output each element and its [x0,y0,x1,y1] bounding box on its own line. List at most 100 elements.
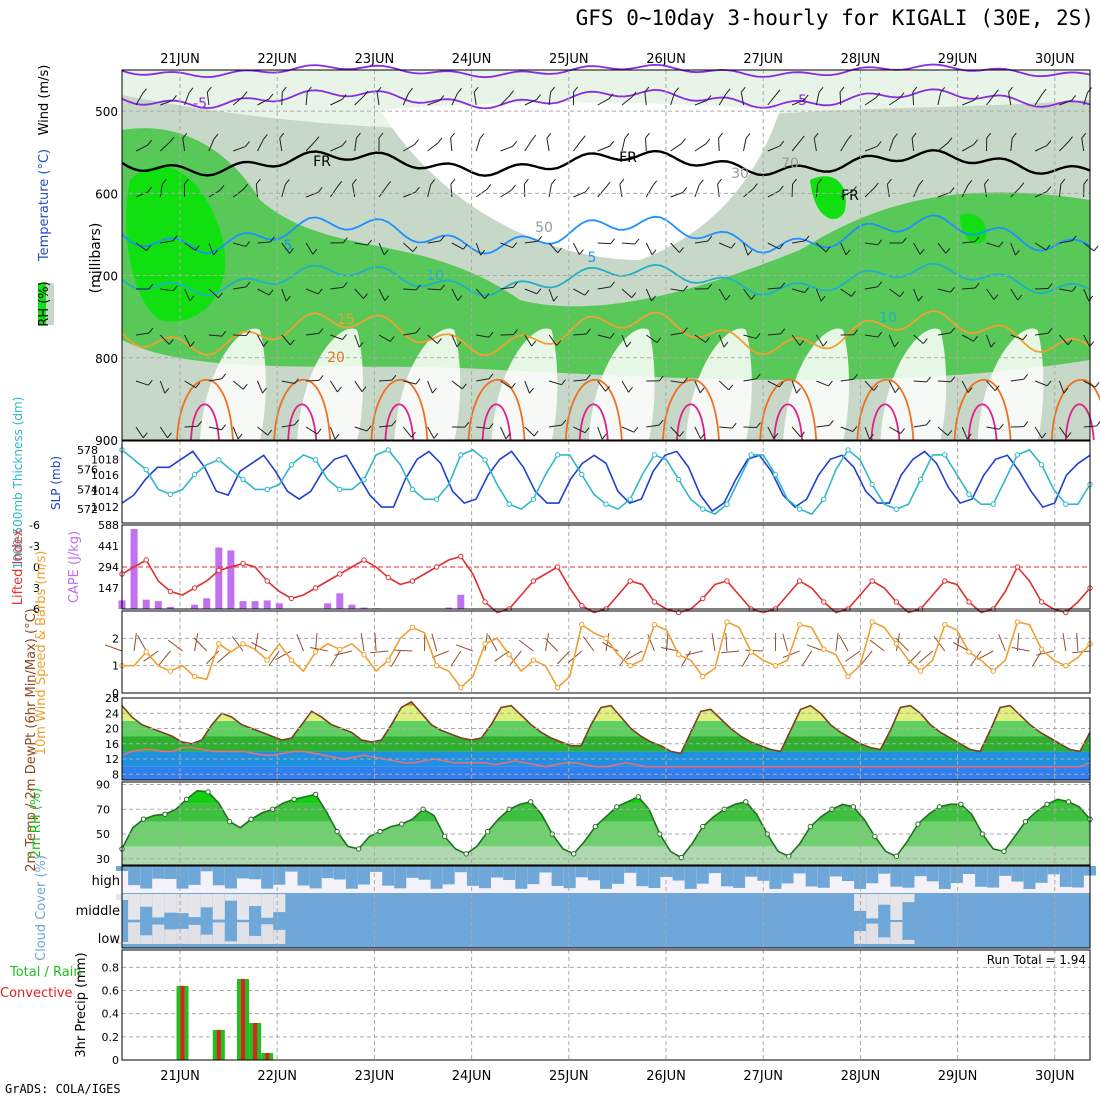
wind-barb [743,188,754,198]
cloud-high-bar [394,866,407,889]
wind-barb [628,386,633,393]
wind-barb [450,138,453,152]
wind-barb [645,185,654,198]
cloud-high-bar [684,866,697,889]
thickness-line-point [579,471,585,478]
wind10-speed-line-point [942,621,948,628]
wind-barb [1081,138,1085,152]
rh-line-point [958,801,964,807]
wind-barb [791,334,801,346]
wind-barb [973,139,978,146]
wind-barb [973,335,978,342]
x-tick-label-bottom: 29JUN [938,1069,978,1084]
wind-barb [609,332,615,339]
cloud-high-bar [345,866,358,889]
wind-barb [778,185,784,192]
lifted-index-line-point [288,595,295,602]
wind-barb [330,286,344,290]
wind-barb [1047,283,1053,289]
wind-barb [682,187,688,193]
thickness-line-point [288,462,295,468]
wind-barb [767,380,780,388]
cape-bar [360,607,368,609]
pressure-tick-label: 600 [95,187,118,201]
wind-barb [427,184,432,198]
wind-barb [255,184,258,198]
cloud-gap [249,894,262,907]
x-tick-label-bottom: 21JUN [160,1069,200,1084]
wind-barb [864,97,877,106]
wind-barb [354,95,365,106]
cape-tick-label: 588 [98,519,119,532]
wind-barb [245,330,251,336]
thickness-tick-label: 576 [77,464,98,477]
wind-barb [245,281,251,288]
wind-barb [993,294,999,300]
x-tick-label-top: 21JUN [160,52,200,67]
wind-barb [913,380,927,383]
wind-barb [645,242,653,255]
wind-barb [378,242,385,256]
cloud-gap [866,894,879,919]
wind-barb [743,426,757,429]
x-tick-label-top: 30JUN [1035,52,1075,67]
cloud-gap [224,894,237,901]
wind-barb [825,246,831,253]
surface-wind-barb [1016,633,1020,652]
rh-color-band [122,790,1090,804]
contour-label: FR [841,188,859,204]
wind-barb [670,288,684,292]
rh-dry-aloft [380,102,780,260]
wind-barb [550,86,555,93]
wind-barb [1046,186,1052,192]
wind-barb [172,285,178,292]
wind-barb [281,242,290,254]
wind-barb [1094,381,1100,388]
rh-line-point [592,823,598,830]
wind-barb [755,333,761,339]
wind-barb [1034,426,1043,439]
temp-line [121,700,1091,755]
wind-barb [601,433,607,440]
rh-line [121,789,1091,859]
wind-barb [889,426,901,434]
rh-color-band [122,846,1090,865]
temp-contour-10 [121,262,1091,297]
wind-barb [433,433,439,439]
wind-barb [717,184,720,198]
wind-barb [918,179,924,186]
wind-barb [820,295,826,302]
rh-line-point [205,789,211,795]
wind-barb [257,426,269,436]
rh-line-point [635,794,641,800]
contour-label: -5 [193,96,207,112]
wind-barb [773,433,779,439]
thickness-line-point [675,476,682,483]
precip-convective-bar [216,1029,221,1060]
wind-barb [159,380,166,394]
temp-contour-25 [481,403,512,441]
rh-line-point [850,804,857,810]
precip-tick-label: 0.4 [102,1008,120,1021]
wind-barb [427,380,433,394]
cloud-high-bar [261,866,274,889]
wind-barb [845,249,851,256]
wind-barb [694,143,707,152]
temp-contour-minus10 [121,63,1091,79]
thickness-line-point [240,476,246,483]
wind10-speed-line-point [796,621,803,628]
wind-barb [1071,235,1077,242]
lifted-index-line-point [651,599,658,605]
contour-label: 70 [781,156,799,172]
wind-barb [147,379,153,386]
slp-tick-label: 1018 [91,453,119,466]
wind-barb [548,92,552,106]
rh-line-point [807,823,814,830]
wind10-tick-label: 2 [112,632,119,645]
cloud-gap [140,935,153,944]
contour-label: 10 [879,310,897,326]
surface-wind-barb [1076,633,1079,652]
wind-barb [828,420,834,426]
cloud-high-bar [817,866,830,888]
wind-barb [1060,178,1066,185]
